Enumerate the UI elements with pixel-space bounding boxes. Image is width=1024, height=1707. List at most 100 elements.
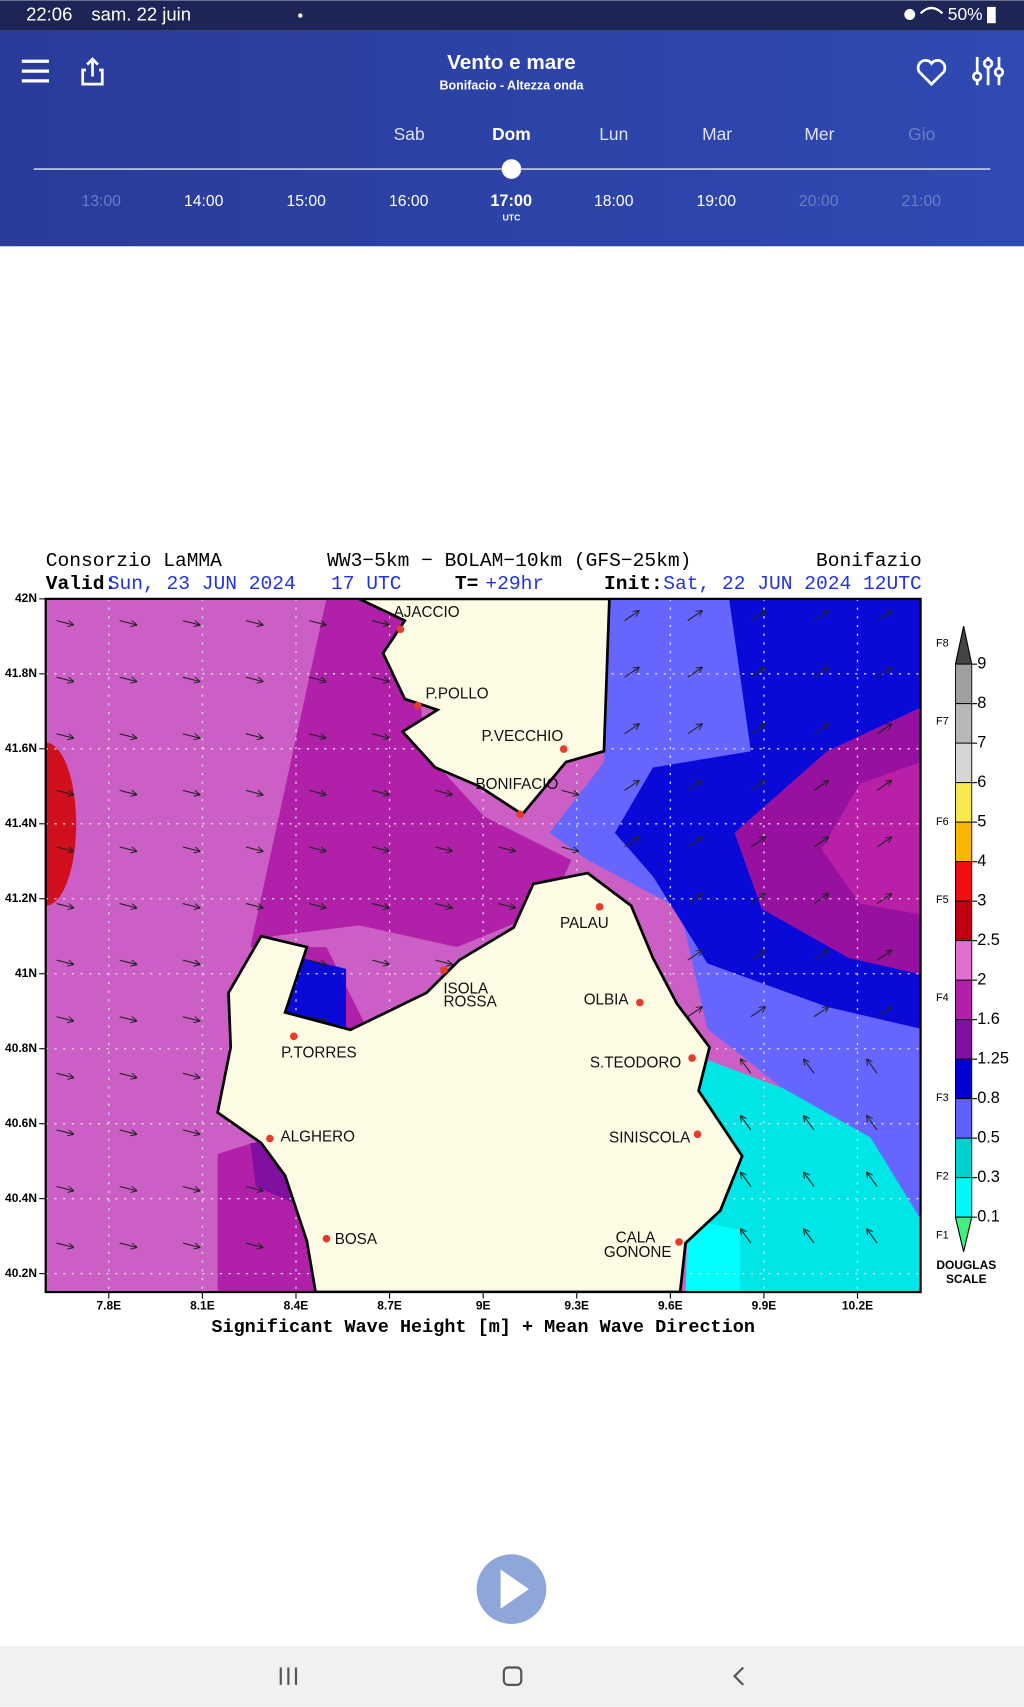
wave-arrow <box>687 667 702 678</box>
share-button[interactable] <box>81 57 104 86</box>
day-tab[interactable]: Mer <box>804 124 834 144</box>
status-bar <box>0 0 1024 31</box>
wave-arrow <box>56 1242 74 1247</box>
legend-top <box>954 625 973 665</box>
time-tab[interactable]: 17:00 <box>490 192 532 210</box>
wave-arrow <box>561 846 579 851</box>
wave-arrow <box>687 724 702 735</box>
legend-value: 6 <box>977 773 986 791</box>
wave-arrow <box>804 1059 815 1074</box>
wave-arrow <box>372 903 389 908</box>
place-label: S.TEODORO <box>590 1055 681 1072</box>
wave-arrow <box>804 1229 815 1244</box>
wave-arrow <box>687 837 702 848</box>
wave-arrow <box>813 950 828 961</box>
time-tab[interactable]: 15:00 <box>286 193 326 210</box>
wave-arrow <box>56 959 74 964</box>
map-source: Consorzio LaMMA <box>46 550 222 572</box>
nav-back[interactable] <box>732 1666 745 1686</box>
time-tab[interactable]: 20:00 <box>799 193 839 210</box>
wave-arrow <box>750 837 765 848</box>
legend-swatch <box>955 1137 973 1179</box>
legend-swatch <box>955 663 973 705</box>
place-label: BONIFACIO <box>475 776 558 793</box>
nav-home[interactable] <box>502 1666 523 1686</box>
legend-swatch <box>955 782 973 823</box>
lat-label: 42N <box>15 591 37 605</box>
status-battery: 50% <box>948 4 983 24</box>
time-tab[interactable]: 19:00 <box>697 193 737 210</box>
wave-arrow <box>308 789 326 794</box>
wave-arrow <box>119 1129 137 1134</box>
time-tab[interactable]: 14:00 <box>184 193 224 210</box>
field-high <box>45 742 77 906</box>
wave-arrow <box>624 667 639 678</box>
wave-arrow <box>687 950 702 961</box>
wave-arrow <box>119 959 137 964</box>
place-label: P.VECCHIO <box>481 728 563 745</box>
legend-force: F5 <box>936 894 949 906</box>
wave-map: AJACCIO P.POLLO P.VECCHIO BONIFACIO PALAU ISO… <box>45 598 921 1293</box>
place-label: ALGHERO <box>281 1129 356 1146</box>
wave-arrow <box>867 1116 878 1131</box>
wave-arrow <box>182 1129 200 1134</box>
time-tab[interactable]: 13:00 <box>81 193 121 210</box>
legend-value: 7 <box>977 733 986 751</box>
legend-swatch <box>955 1058 973 1100</box>
nav-recents[interactable] <box>279 1667 298 1685</box>
wave-arrow <box>182 620 200 625</box>
wave-arrow <box>813 611 828 622</box>
field-purple <box>821 762 921 915</box>
wave-arrow <box>182 789 200 794</box>
wave-arrow <box>56 676 74 681</box>
legend-swatch <box>955 1098 973 1139</box>
timeline-knob[interactable] <box>501 159 522 179</box>
legend-swatch <box>955 742 973 784</box>
wave-arrow <box>182 733 200 738</box>
day-tab[interactable]: Sab <box>394 124 425 144</box>
menu-button[interactable] <box>21 59 49 83</box>
place-label: ISOLA <box>443 981 489 998</box>
place-dot <box>636 998 644 1007</box>
day-tab[interactable]: Gio <box>908 124 935 144</box>
day-tab[interactable]: Mar <box>702 124 732 144</box>
app-header <box>0 30 1024 247</box>
legend-swatch <box>955 821 973 863</box>
wave-arrow <box>182 846 200 851</box>
legend-swatch <box>955 979 973 1021</box>
status-time: 22:06 <box>26 3 72 24</box>
settings-button[interactable] <box>972 56 1005 86</box>
legend-value: 0.5 <box>977 1128 1000 1146</box>
time-tab[interactable]: 16:00 <box>389 193 429 210</box>
time-tab[interactable]: 18:00 <box>594 193 634 210</box>
place-label: CALA <box>616 1230 657 1247</box>
wave-arrow <box>56 733 74 738</box>
nav-buttons <box>279 1666 745 1686</box>
wave-arrow <box>119 676 137 681</box>
wave-arrow <box>56 1129 74 1134</box>
lon-label: 7.8E <box>97 1298 122 1312</box>
wave-arrow <box>741 1172 752 1187</box>
wave-arrow <box>308 959 326 964</box>
wave-arrow <box>687 781 702 791</box>
map-area: Bonifazio <box>816 550 922 572</box>
day-tab[interactable]: Lun <box>599 124 628 144</box>
wave-arrow <box>56 846 74 851</box>
time-tab[interactable]: 21:00 <box>902 193 942 210</box>
wave-arrow <box>687 1007 702 1018</box>
legend-value: 4 <box>977 852 986 870</box>
place-dot <box>595 903 604 911</box>
legend-value: 1.25 <box>977 1049 1009 1067</box>
day-tab[interactable]: Dom <box>492 124 531 144</box>
nav-bar <box>0 1645 1024 1707</box>
legend-force: F3 <box>936 1092 949 1104</box>
legend-value: 2 <box>977 970 986 988</box>
place-dot <box>266 1134 274 1143</box>
wave-arrow <box>813 724 828 735</box>
wave-arrow <box>813 667 828 678</box>
lat-label: 41.6N <box>5 741 37 755</box>
favorite-button[interactable] <box>916 59 947 87</box>
wave-arrow <box>245 1242 263 1247</box>
wave-arrow <box>813 1007 828 1018</box>
wave-arrow <box>876 1007 891 1018</box>
